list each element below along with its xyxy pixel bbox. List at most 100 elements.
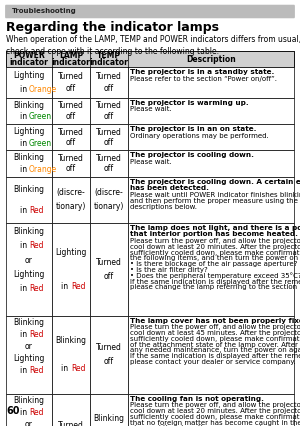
Text: Turned: Turned bbox=[58, 101, 84, 110]
Bar bbox=[52, 67, 90, 98]
Text: Turned: Turned bbox=[96, 343, 122, 352]
Text: Lighting: Lighting bbox=[55, 248, 87, 257]
Text: The projector is cooling down.: The projector is cooling down. bbox=[130, 153, 254, 158]
Text: Troubleshooting: Troubleshooting bbox=[12, 9, 77, 14]
Bar bbox=[52, 394, 90, 426]
Text: off: off bbox=[66, 84, 76, 93]
Text: Please refer to the section “Power on/off”.: Please refer to the section “Power on/of… bbox=[130, 75, 277, 81]
Text: in: in bbox=[20, 366, 29, 375]
Text: off: off bbox=[104, 138, 114, 147]
Text: sufficiently cooled down, please make confirmation: sufficiently cooled down, please make co… bbox=[130, 336, 300, 342]
Text: in: in bbox=[20, 409, 29, 417]
Text: in: in bbox=[20, 241, 29, 250]
Text: Red: Red bbox=[29, 366, 44, 375]
Text: Blinking: Blinking bbox=[14, 227, 44, 236]
Text: cool down at least 45 minutes. After the projector has: cool down at least 45 minutes. After the… bbox=[130, 330, 300, 336]
Bar bbox=[128, 98, 294, 124]
Text: has been detected.: has been detected. bbox=[130, 185, 209, 191]
Text: Blinking: Blinking bbox=[94, 414, 124, 423]
Text: that no foreign matter has become caught in the fan,: that no foreign matter has become caught… bbox=[130, 420, 300, 426]
Bar bbox=[6, 316, 52, 394]
Text: off: off bbox=[66, 164, 76, 173]
Text: the following items, and then turn the power on again.: the following items, and then turn the p… bbox=[130, 255, 300, 261]
Text: Please wait.: Please wait. bbox=[130, 159, 172, 165]
Bar bbox=[128, 124, 294, 150]
Bar bbox=[52, 177, 90, 223]
Bar bbox=[128, 177, 294, 223]
Text: off: off bbox=[104, 272, 114, 281]
Text: Blinking: Blinking bbox=[14, 185, 44, 194]
Text: Blinking: Blinking bbox=[14, 153, 44, 162]
Text: Lighting: Lighting bbox=[13, 354, 45, 363]
Bar bbox=[6, 150, 52, 177]
Text: • Is there blockage of the air passage aperture?: • Is there blockage of the air passage a… bbox=[130, 261, 297, 267]
Text: and then perform the proper measure using the item: and then perform the proper measure usin… bbox=[130, 198, 300, 204]
Text: Please turn the power off, and allow the projector to: Please turn the power off, and allow the… bbox=[130, 402, 300, 408]
Text: sufficiently cooled down, please make confirmation of: sufficiently cooled down, please make co… bbox=[130, 250, 300, 256]
Text: Turned: Turned bbox=[58, 72, 84, 81]
Text: Red: Red bbox=[29, 205, 44, 215]
Text: Turned: Turned bbox=[96, 101, 122, 110]
Bar bbox=[90, 150, 128, 177]
Text: 60: 60 bbox=[6, 406, 20, 416]
Text: in: in bbox=[20, 284, 29, 293]
Text: Red: Red bbox=[29, 409, 44, 417]
Text: Please turn the power off, and allow the projector to: Please turn the power off, and allow the… bbox=[130, 324, 300, 330]
Bar bbox=[128, 394, 294, 426]
Text: or: or bbox=[25, 420, 33, 426]
Text: in: in bbox=[61, 364, 71, 373]
Text: that interior portion has become heated.: that interior portion has become heated. bbox=[130, 231, 298, 237]
Text: The projector is in an on state.: The projector is in an on state. bbox=[130, 126, 256, 132]
Text: sufficiently cooled down, please make confirmation: sufficiently cooled down, please make co… bbox=[130, 414, 300, 420]
Text: Turned: Turned bbox=[58, 154, 84, 163]
Text: in: in bbox=[20, 331, 29, 340]
Bar bbox=[90, 394, 128, 426]
Text: off: off bbox=[104, 164, 114, 173]
Text: Lighting: Lighting bbox=[13, 270, 45, 279]
Bar bbox=[90, 177, 128, 223]
Bar bbox=[52, 124, 90, 150]
Bar bbox=[90, 98, 128, 124]
Text: Red: Red bbox=[29, 284, 44, 293]
Text: of the attachment state of the lamp cover. After performing: of the attachment state of the lamp cove… bbox=[130, 342, 300, 348]
Text: Blinking: Blinking bbox=[14, 101, 44, 109]
Bar bbox=[128, 67, 294, 98]
Text: Red: Red bbox=[29, 241, 44, 250]
Text: Turned: Turned bbox=[96, 154, 122, 163]
Text: Regarding the indicator lamps: Regarding the indicator lamps bbox=[6, 21, 219, 34]
Text: descriptions below.: descriptions below. bbox=[130, 204, 197, 210]
Bar bbox=[52, 223, 90, 316]
Text: Turned: Turned bbox=[58, 127, 84, 136]
Text: in: in bbox=[20, 205, 29, 215]
FancyBboxPatch shape bbox=[5, 5, 295, 18]
Bar bbox=[52, 316, 90, 394]
Text: Turned: Turned bbox=[96, 127, 122, 136]
Text: Blinking: Blinking bbox=[14, 319, 44, 328]
Bar bbox=[128, 223, 294, 316]
Text: Turned: Turned bbox=[58, 421, 84, 426]
Text: Please wait until POWER indicator finishes blinking,: Please wait until POWER indicator finish… bbox=[130, 192, 300, 198]
Bar bbox=[6, 67, 52, 98]
Text: Please turn the power off, and allow the projector to: Please turn the power off, and allow the… bbox=[130, 238, 300, 244]
Bar bbox=[6, 223, 52, 316]
Text: in: in bbox=[20, 85, 29, 94]
Bar bbox=[6, 51, 294, 67]
Bar bbox=[90, 67, 128, 98]
Text: The projector is in a standby state.: The projector is in a standby state. bbox=[130, 69, 274, 75]
Text: off: off bbox=[66, 112, 76, 121]
Text: If the same indication is displayed after the remedy,: If the same indication is displayed afte… bbox=[130, 353, 300, 359]
Text: in: in bbox=[20, 112, 29, 121]
Text: POWER: POWER bbox=[13, 51, 45, 60]
Text: Lighting: Lighting bbox=[13, 127, 45, 136]
Bar bbox=[52, 98, 90, 124]
Bar bbox=[128, 150, 294, 177]
Text: tionary): tionary) bbox=[94, 202, 124, 211]
Bar bbox=[6, 177, 52, 223]
Text: or: or bbox=[25, 256, 33, 265]
Bar bbox=[6, 124, 52, 150]
Text: Orange: Orange bbox=[29, 85, 57, 94]
Text: off: off bbox=[104, 84, 114, 93]
Text: Please wait.: Please wait. bbox=[130, 106, 172, 112]
Text: Lighting: Lighting bbox=[13, 71, 45, 80]
Text: Orange: Orange bbox=[29, 165, 57, 174]
